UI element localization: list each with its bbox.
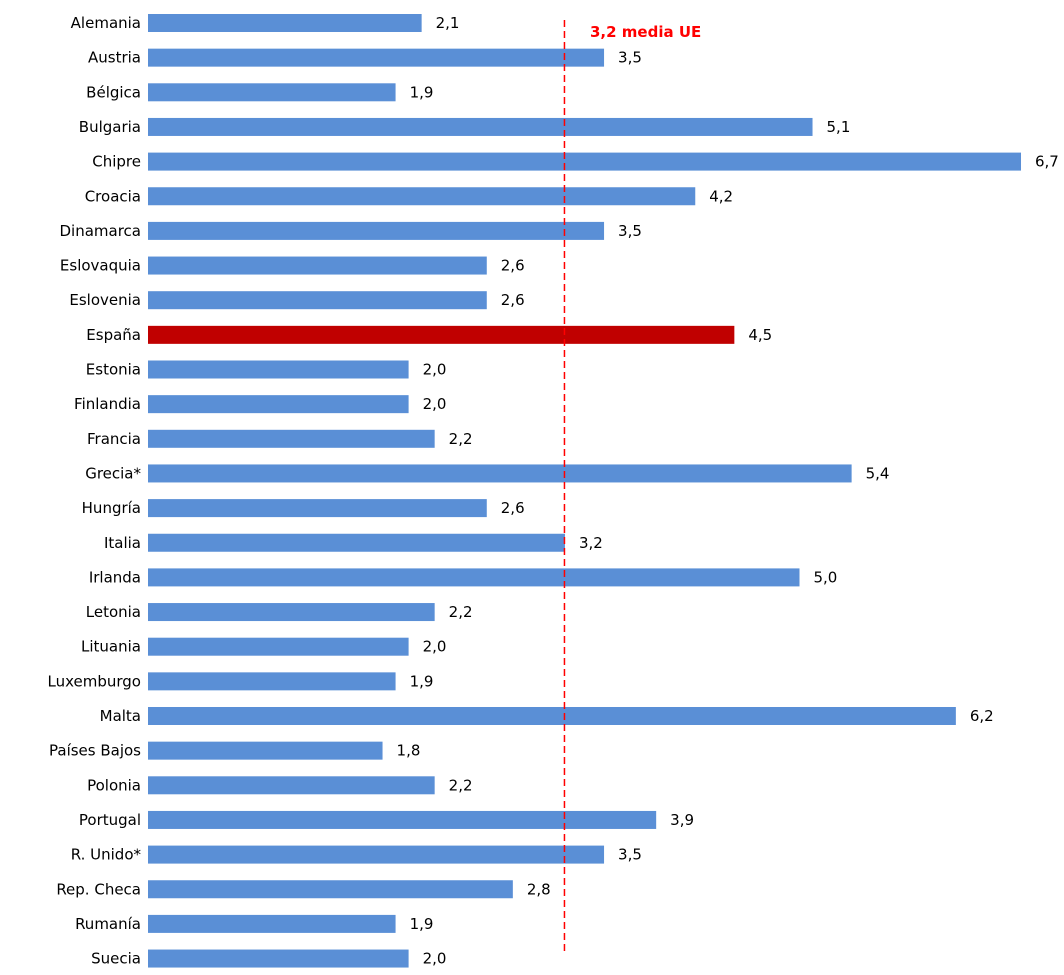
category-label: Estonia xyxy=(86,361,141,379)
bar xyxy=(148,291,487,310)
bar-highlight xyxy=(148,325,735,344)
category-label: Bélgica xyxy=(86,83,141,101)
bar xyxy=(148,880,513,899)
value-label: 6,2 xyxy=(970,707,994,725)
value-label: 3,5 xyxy=(618,49,642,67)
category-label: Rumanía xyxy=(75,915,141,933)
value-label: 2,0 xyxy=(423,361,447,379)
value-label: 2,6 xyxy=(501,499,525,517)
bar xyxy=(148,776,435,795)
bar xyxy=(148,637,409,656)
category-label: Francia xyxy=(87,430,141,448)
bar xyxy=(148,949,409,968)
category-label: Irlanda xyxy=(89,568,141,586)
category-label: Letonia xyxy=(86,603,141,621)
bar xyxy=(148,152,1022,171)
category-label: Austria xyxy=(88,49,141,67)
category-label: Polonia xyxy=(87,776,141,794)
bars-layer: Alemania 2,1 Austria 3,5 Bélgica 1,9 Bulgaria 5… xyxy=(48,14,1059,968)
bar xyxy=(148,83,396,102)
bar xyxy=(148,429,435,448)
bar xyxy=(148,117,813,136)
bar xyxy=(148,256,487,275)
category-label: Portugal xyxy=(79,811,141,829)
category-label: Italia xyxy=(104,534,141,552)
bar xyxy=(148,499,487,518)
value-label: 2,0 xyxy=(423,950,447,968)
category-label: Chipre xyxy=(92,153,141,171)
value-label: 5,1 xyxy=(827,118,851,136)
value-label: 1,9 xyxy=(410,83,434,101)
bar xyxy=(148,360,409,379)
value-label: 1,9 xyxy=(410,672,434,690)
category-label: Croacia xyxy=(85,187,141,205)
category-label: Finlandia xyxy=(74,395,141,413)
category-label: Eslovenia xyxy=(69,291,141,309)
value-label: 2,1 xyxy=(436,14,460,32)
bar xyxy=(148,395,409,414)
category-label: Eslovaquia xyxy=(60,257,141,275)
value-label: 3,5 xyxy=(618,222,642,240)
category-label: Países Bajos xyxy=(49,742,141,760)
value-label: 1,8 xyxy=(397,742,421,760)
value-label: 2,6 xyxy=(501,291,525,309)
bar xyxy=(148,603,435,622)
value-label: 2,8 xyxy=(527,880,551,898)
category-label: Grecia* xyxy=(85,464,141,482)
category-label: Rep. Checa xyxy=(56,880,141,898)
bar xyxy=(148,741,383,760)
category-label: Alemania xyxy=(71,14,141,32)
value-label: 1,9 xyxy=(410,915,434,933)
bar xyxy=(148,845,605,864)
bar xyxy=(148,14,422,32)
category-label: España xyxy=(86,326,141,344)
value-label: 3,2 xyxy=(579,534,603,552)
value-label: 2,0 xyxy=(423,395,447,413)
value-label: 2,2 xyxy=(449,776,473,794)
value-label: 2,0 xyxy=(423,638,447,656)
eu-average-label: 3,2 media UE xyxy=(590,23,701,41)
category-label: Bulgaria xyxy=(79,118,141,136)
category-label: Lituania xyxy=(81,638,141,656)
value-label: 6,7 xyxy=(1035,153,1059,171)
category-label: Hungría xyxy=(82,499,141,517)
bar xyxy=(148,568,800,587)
category-label: R. Unido* xyxy=(71,846,142,864)
category-label: Dinamarca xyxy=(60,222,142,240)
bar xyxy=(148,187,696,206)
value-label: 3,5 xyxy=(618,846,642,864)
bar xyxy=(148,914,396,933)
value-label: 5,4 xyxy=(866,464,890,482)
reference-line-layer: 3,2 media UE xyxy=(563,20,701,951)
bar xyxy=(148,707,956,725)
bar xyxy=(148,533,565,552)
value-label: 2,2 xyxy=(449,430,473,448)
bar xyxy=(148,464,852,483)
bar xyxy=(148,672,396,691)
value-label: 5,0 xyxy=(814,568,838,586)
value-label: 4,5 xyxy=(748,326,772,344)
bar xyxy=(148,810,657,829)
category-label: Suecia xyxy=(91,950,141,968)
category-label: Malta xyxy=(100,707,141,725)
category-label: Luxemburgo xyxy=(48,672,142,690)
bar xyxy=(148,221,605,240)
value-label: 2,6 xyxy=(501,257,525,275)
value-label: 3,9 xyxy=(670,811,694,829)
value-label: 4,2 xyxy=(709,187,733,205)
value-label: 2,2 xyxy=(449,603,473,621)
bar xyxy=(148,48,605,67)
